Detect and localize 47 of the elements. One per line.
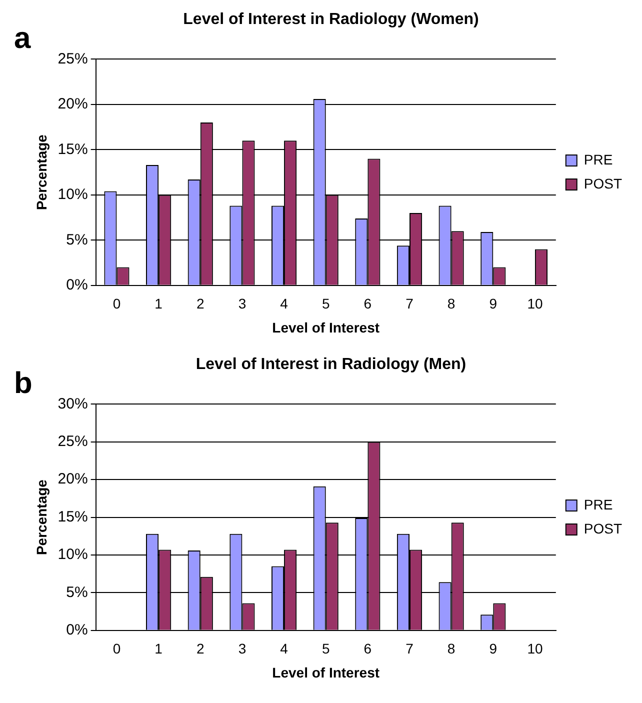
legend-label: PRE [584,151,613,168]
x-tick-label: 3 [238,640,246,657]
chart-title: Level of Interest in Radiology (Women) [183,11,479,28]
legend-label: POST [584,175,622,192]
x-axis-title: Level of Interest [272,319,380,336]
x-tick-label: 5 [322,640,330,657]
x-tick-label: 3 [238,296,246,312]
y-tick-label: 10% [58,186,88,204]
y-tick-label: 15% [58,508,88,526]
x-tick-label: 4 [280,640,288,657]
x-tick-label: 0 [112,296,121,312]
x-tick-label: 8 [447,640,456,657]
x-tick-label: 6 [364,296,372,312]
x-tick-label: 6 [364,640,372,657]
x-tick-label: 1 [154,296,163,312]
y-tick-label: 30% [58,395,88,412]
x-tick-label: 2 [196,296,204,312]
y-tick-label: 5% [66,231,88,248]
y-tick-label: 25% [58,50,88,68]
y-tick-label: 10% [58,546,88,564]
y-tick-label: 0% [66,622,88,639]
x-axis-title: Level of Interest [272,664,380,680]
y-tick-label: 15% [58,140,88,158]
x-tick-label: 9 [489,296,498,312]
x-tick-label: 10 [527,296,543,312]
y-tick-label: 20% [58,96,88,113]
x-tick-label: 7 [406,296,414,312]
legend-label: PRE [584,496,613,512]
x-tick-label: 7 [406,640,414,657]
x-tick-label: 5 [322,296,330,312]
y-tick-label: 0% [66,276,88,294]
x-tick-label: 9 [489,640,498,657]
x-tick-label: 2 [196,640,204,657]
y-axis-title: Percentage [33,134,50,210]
x-tick-label: 0 [112,640,121,657]
y-tick-label: 5% [66,584,88,601]
chart-title: Level of Interest in Radiology (Men) [196,356,466,374]
y-tick-label: 25% [58,433,88,450]
x-tick-label: 10 [527,640,543,657]
x-tick-label: 8 [447,296,456,312]
x-tick-label: 1 [154,640,163,657]
legend-label: POST [584,520,622,536]
text: b [14,367,32,401]
y-axis-title: Percentage [33,479,50,556]
text: a [14,22,31,56]
y-tick-label: 20% [58,470,88,488]
x-tick-label: 4 [280,296,288,312]
